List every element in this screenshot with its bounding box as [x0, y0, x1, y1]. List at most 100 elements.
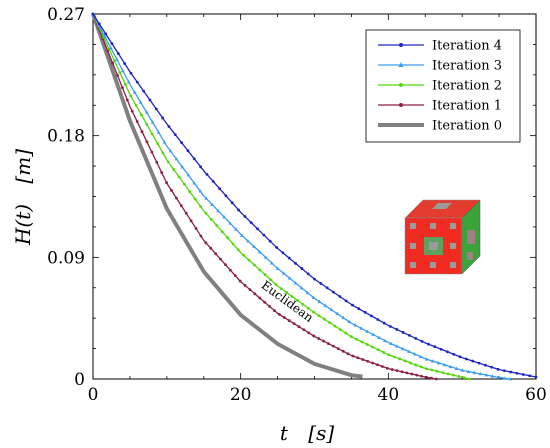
data-point [138, 100, 143, 104]
data-point [224, 263, 227, 267]
data-point [222, 214, 226, 219]
data-point [336, 347, 340, 351]
data-point [490, 374, 495, 378]
data-point [306, 272, 310, 276]
data-point [389, 325, 392, 328]
data-point [442, 362, 447, 367]
data-point [322, 317, 326, 321]
data-point [377, 335, 381, 340]
data-point [209, 218, 213, 221]
data-point [118, 71, 122, 75]
data-point [344, 331, 348, 335]
data-point [268, 239, 272, 243]
data-point [446, 350, 449, 354]
data-point [246, 238, 250, 243]
data-point [448, 364, 453, 369]
data-point [177, 175, 181, 179]
data-point [161, 151, 165, 155]
data-point [111, 61, 115, 65]
data-point [408, 334, 411, 337]
data-point [420, 340, 424, 343]
data-point [385, 366, 389, 370]
data-point [273, 309, 276, 313]
x-axis-var: t [280, 421, 289, 445]
data-point [275, 266, 280, 270]
legend-entry-iteration-2: Iteration 2 [378, 79, 502, 94]
data-point [439, 347, 443, 351]
data-point [382, 350, 385, 354]
data-point [483, 363, 487, 367]
x-axis-unit: [s] [308, 421, 334, 445]
data-point [290, 295, 294, 298]
data-point [415, 373, 419, 377]
data-point [199, 234, 203, 238]
data-point [180, 141, 184, 145]
data-point [145, 123, 149, 126]
data-point [262, 233, 266, 237]
data-point [383, 338, 387, 343]
data-point [425, 367, 428, 371]
data-point [299, 285, 304, 290]
data-point [258, 250, 262, 254]
data-point [471, 359, 475, 363]
data-point [312, 310, 315, 314]
data-point [234, 227, 238, 231]
data-point [170, 189, 173, 192]
data-point [430, 368, 434, 372]
data-point [452, 352, 456, 356]
y-tick-label: 0 [74, 370, 85, 390]
data-point [521, 373, 525, 376]
data-point [199, 205, 202, 208]
data-point [274, 283, 278, 286]
legend-marker [398, 62, 404, 67]
data-point [231, 242, 235, 246]
legend-marker [399, 43, 403, 47]
data-point [333, 324, 337, 328]
data-point [351, 303, 354, 307]
data-point [454, 366, 459, 370]
data-point [179, 204, 183, 208]
data-point [349, 335, 353, 339]
data-point [365, 329, 369, 333]
data-point [160, 171, 164, 174]
data-point [319, 282, 323, 285]
data-point [162, 140, 167, 144]
data-point [390, 368, 394, 371]
data-point [502, 369, 506, 373]
data-point [253, 292, 257, 296]
data-point [242, 253, 246, 257]
data-point [325, 286, 329, 290]
data-point [353, 323, 358, 327]
data-point [168, 148, 173, 153]
data-point [478, 371, 483, 376]
data-point [130, 109, 134, 113]
data-point [91, 12, 95, 16]
euclidean-annotation: Euclidean [259, 278, 316, 325]
data-point [395, 328, 399, 331]
data-point [452, 373, 455, 377]
series-iteration-3 [91, 12, 512, 381]
data-point [103, 34, 107, 39]
data-point [233, 274, 237, 277]
data-point [263, 273, 267, 277]
data-point [317, 299, 322, 304]
data-point [296, 298, 299, 302]
axis-ticks [92, 13, 537, 380]
data-point [135, 120, 139, 123]
data-point [466, 369, 471, 373]
data-point [218, 187, 221, 191]
data-point [97, 22, 101, 26]
data-point [323, 303, 328, 308]
data-point [376, 318, 380, 321]
x-tick-label: 20 [230, 385, 252, 405]
data-point [236, 248, 240, 252]
data-point [199, 165, 202, 169]
data-point [434, 377, 438, 381]
menger-sponge-icon [404, 199, 481, 275]
data-point [307, 331, 311, 335]
data-point [258, 296, 262, 300]
data-point [322, 339, 325, 343]
data-point [109, 46, 113, 50]
data-point [214, 252, 218, 256]
data-point [357, 307, 361, 311]
